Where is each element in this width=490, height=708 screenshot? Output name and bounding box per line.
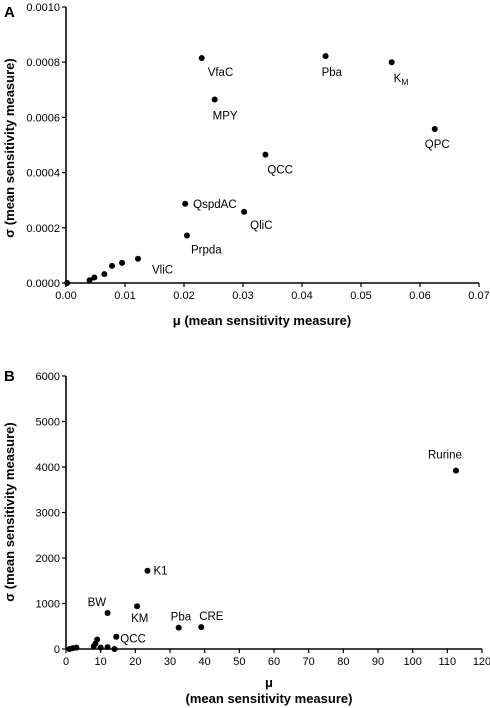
panel-b-data-point [134, 603, 141, 610]
panel-a-point-label: QspdAC [193, 199, 236, 211]
panel-b-x-tick-label: 10 [95, 656, 107, 668]
panel-b-x-axis-subtitle: (mean sensitivity measure) [186, 691, 353, 706]
panel-b-x-tick-label: 70 [303, 656, 315, 668]
panel-a: A 0.00 0.01 0.02 0.03 0.04 0.05 0.06 0.07 0.0000… [2, 2, 490, 328]
panel-a-y-tick-label: 0.0006 [26, 112, 60, 124]
panel-b-x-tick-label: 120 [473, 656, 490, 668]
panel-a-x-tick-label: 0.05 [350, 290, 371, 302]
panel-a-data-point [119, 259, 126, 266]
panel-a-data-point [262, 151, 269, 158]
panel-b-point-label: Pba [171, 612, 192, 624]
panel-b-x-tick-label: 30 [164, 656, 176, 668]
panel-b-data-point [94, 636, 101, 643]
panel-b-point-label: QCC [120, 634, 146, 646]
panel-b-x-tick-label: 40 [199, 656, 211, 668]
panel-a-point-label: Prpda [191, 245, 222, 257]
panel-a-data-point [211, 96, 218, 103]
panel-a-point-label: MPY [213, 110, 238, 122]
panel-b-point-label: K1 [153, 566, 167, 578]
panel-b-x-tick-label: 80 [337, 656, 349, 668]
panel-a-x-tick-label: 0.02 [173, 290, 194, 302]
panel-b-y-tick-label: 4000 [36, 462, 60, 474]
panel-a-x-tick-label: 0.06 [409, 290, 430, 302]
panel-b-data-point [453, 467, 459, 474]
panel-b-point-label: CRE [199, 611, 224, 623]
panel-b-x-tick-label: 100 [403, 656, 421, 668]
panel-b-data-point [144, 567, 151, 574]
panel-b: B 0 10 20 30 40 50 60 70 80 90 100 110 120 0 1000 2000 3… [2, 368, 490, 706]
panel-b-y-tick-label: 3000 [36, 508, 60, 520]
panel-a-y-tick-label: 0.0000 [26, 278, 60, 290]
panel-b-data-point [104, 610, 111, 617]
panel-b-x-tick-label: 0 [63, 656, 69, 668]
panel-b-data-point [175, 624, 182, 631]
panel-a-data-point [101, 271, 108, 278]
panel-a-x-tick-label: 0.00 [55, 290, 76, 302]
panel-a-data-point [322, 53, 329, 60]
panel-b-plot-area: 0 10 20 30 40 50 60 70 80 90 100 110 120 0 1000 2000 300… [36, 371, 490, 668]
panel-a-data-point [388, 59, 395, 66]
panel-a-x-axis-title: μ (mean sensitivity measure) [173, 313, 351, 328]
panel-a-data-point [109, 262, 116, 269]
panel-a-data-point [91, 274, 98, 281]
panel-b-data-point [104, 644, 111, 651]
panel-a-plot-area: 0.00 0.01 0.02 0.03 0.04 0.05 0.06 0.07 0.0000 0.… [26, 2, 489, 302]
panel-a-y-axis-title: σ (mean sensitivity measure) [2, 58, 17, 237]
panel-b-x-tick-label: 90 [372, 656, 384, 668]
panel-a-point-label: Pba [322, 67, 343, 79]
panel-b-x-tick-label: 110 [439, 656, 457, 668]
panel-a-data-point [183, 232, 190, 239]
panel-a-x-tick-label: 0.03 [232, 290, 253, 302]
panel-a-data-point [86, 277, 93, 284]
panel-a-data-point [134, 255, 141, 262]
panel-b-y-tick-label: 6000 [36, 371, 60, 383]
panel-b-point-label: KM [131, 613, 148, 625]
panel-a-point-label: KM [394, 73, 409, 87]
panel-a-data-point [431, 125, 438, 132]
panel-b-y-tick-label: 1000 [36, 599, 60, 611]
panel-b-y-tick-label: 0 [54, 644, 60, 656]
panel-b-x-tick-label: 60 [268, 656, 280, 668]
panel-b-point-label: BW [88, 597, 107, 609]
panel-a-point-label: QPC [425, 139, 450, 151]
panel-a-point-label: QliC [250, 220, 272, 232]
panel-b-data-point [73, 644, 80, 651]
panel-a-y-tick-label: 0.0002 [26, 223, 60, 235]
panel-a-data-point [241, 208, 248, 215]
panel-b-y-axis-title: σ (mean sensitivity measure) [2, 422, 17, 601]
panel-a-point-label: VfaC [208, 67, 234, 79]
panel-b-data-point [198, 624, 205, 631]
panel-b-y-tick-label: 5000 [36, 417, 60, 429]
panel-a-x-tick-label: 0.04 [291, 290, 312, 302]
panel-a-data-point [198, 55, 205, 62]
panel-a-x-tick-label: 0.07 [468, 290, 489, 302]
panel-b-y-tick-label: 2000 [36, 553, 60, 565]
panel-b-data-point [113, 633, 120, 640]
panel-b-point-label: Rurine [428, 450, 462, 462]
panel-b-label: B [4, 368, 15, 385]
panel-a-x-tick-label: 0.01 [114, 290, 135, 302]
panel-a-data-point [182, 200, 189, 207]
panel-a-y-tick-label: 0.0010 [26, 2, 60, 14]
panel-a-point-label: VliC [152, 265, 173, 277]
panel-a-y-tick-label: 0.0008 [26, 57, 60, 69]
panel-a-point-label: QCC [267, 165, 293, 177]
panel-a-y-tick-label: 0.0004 [26, 168, 60, 180]
panel-a-data-point [64, 280, 71, 286]
panel-a-label: A [4, 4, 15, 21]
panel-b-x-tick-label: 50 [233, 656, 245, 668]
panel-b-x-axis-title: μ [265, 675, 273, 690]
panel-b-data-point [97, 644, 104, 651]
panel-b-x-tick-label: 20 [129, 656, 141, 668]
panel-b-data-point [111, 646, 118, 652]
